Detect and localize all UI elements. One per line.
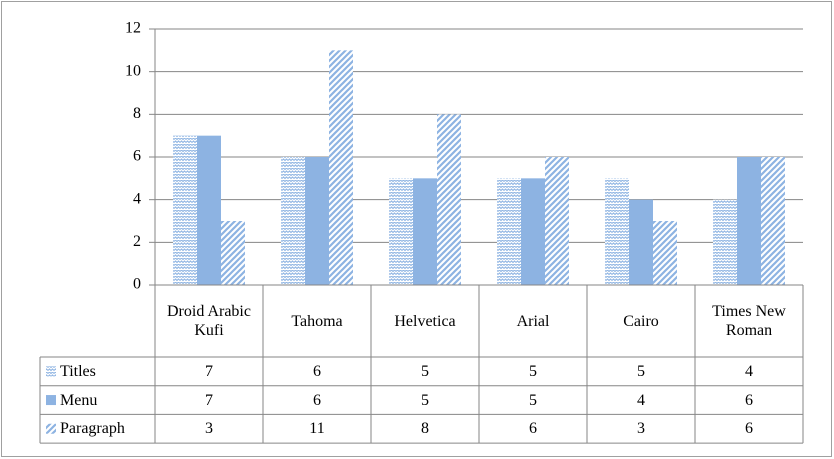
legend-swatch [46, 395, 56, 406]
legend-label: Paragraph [60, 420, 125, 438]
y-tick-label: 6 [133, 148, 141, 165]
table-value: 5 [529, 362, 537, 380]
bar [761, 157, 785, 285]
table-value: 3 [205, 420, 213, 438]
table-value: 7 [205, 391, 213, 409]
table-value: 4 [745, 362, 753, 380]
bar [197, 135, 221, 285]
table-value: 5 [637, 362, 645, 380]
category-label: Helvetica [394, 312, 456, 330]
table-value: 11 [309, 420, 325, 438]
table-value: 5 [529, 391, 537, 409]
legend-swatch [46, 423, 56, 434]
bar [605, 178, 629, 285]
legend-label: Titles [60, 362, 96, 380]
category-label: Times New Roman [712, 303, 786, 339]
y-tick-label: 12 [125, 20, 141, 37]
category-label: Tahoma [291, 312, 343, 330]
table-value: 3 [637, 420, 645, 438]
bar [173, 135, 197, 285]
y-tick-label: 8 [133, 105, 141, 122]
table-value: 8 [421, 420, 429, 438]
bar [653, 221, 677, 285]
table-value: 5 [421, 362, 429, 380]
bar [497, 178, 521, 285]
bar [629, 199, 653, 285]
table-value: 6 [313, 391, 321, 409]
bar [305, 157, 329, 285]
bar [737, 157, 761, 285]
table-value: 6 [529, 420, 537, 438]
y-tick-label: 4 [133, 190, 141, 207]
category-label: Arial [516, 312, 550, 330]
y-tick-label: 2 [133, 233, 141, 250]
bar [713, 199, 737, 285]
bar [389, 178, 413, 285]
table-value: 7 [205, 362, 213, 380]
y-tick-label: 10 [125, 62, 141, 79]
legend-label: Menu [60, 391, 98, 409]
table-value: 6 [745, 420, 753, 438]
table-value: 5 [421, 391, 429, 409]
bar [221, 221, 245, 285]
bar [413, 178, 437, 285]
table-value: 4 [637, 391, 645, 409]
table-value: 6 [745, 391, 753, 409]
legend-swatch [46, 366, 56, 377]
bar [329, 50, 353, 286]
category-label: Droid Arabic Kufi [167, 303, 251, 339]
bar [521, 178, 545, 285]
category-label: Cairo [623, 312, 659, 330]
y-tick-label: 0 [133, 276, 141, 293]
bar [437, 114, 461, 285]
bar [545, 157, 569, 285]
table-value: 6 [313, 362, 321, 380]
bar [281, 157, 305, 285]
